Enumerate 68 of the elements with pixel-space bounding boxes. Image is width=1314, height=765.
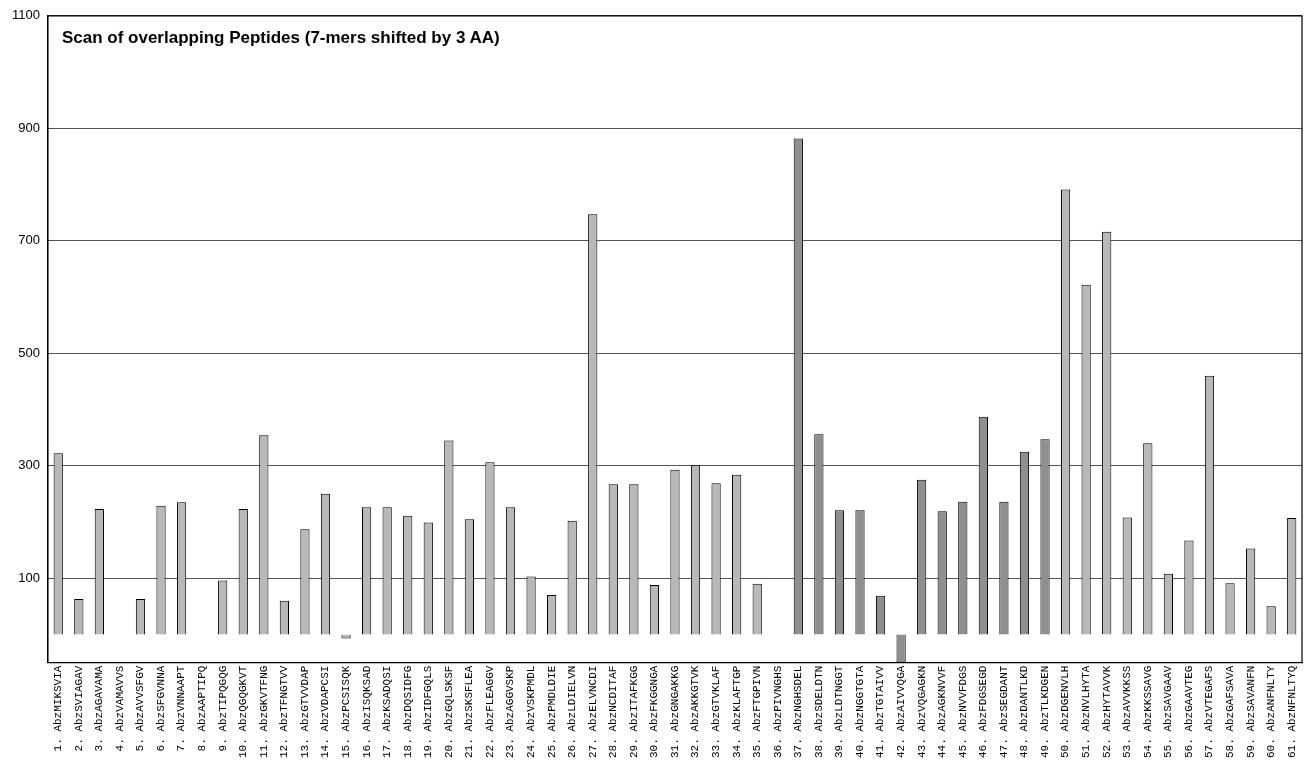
x-tick-label: 11. AbzGKVTFNG xyxy=(257,665,270,759)
x-tick-label: 13. AbzGTVVDAP xyxy=(298,665,311,759)
x-tick-label: 12. AbzTFNGTVV xyxy=(278,665,291,759)
x-tick-label: 49. AbzTLKDGEN xyxy=(1038,665,1051,759)
x-tick-label: 1. AbzMIKSVIA xyxy=(52,665,65,752)
x-tick-label: 32. AbzAKKGTVK xyxy=(689,665,702,759)
x-tick-label: 52. AbzHYTAVVK xyxy=(1100,665,1113,759)
x-tick-label: 16. AbzISQKSAD xyxy=(360,665,373,759)
y-tick-label: 300 xyxy=(18,457,40,473)
x-tick-label: 23. AbzAGGVSKP xyxy=(504,665,517,759)
x-tick-label: 33. AbzGTVKLAF xyxy=(710,665,722,759)
x-tick-label: 40. AbzNGGTGTA xyxy=(853,665,866,759)
x-tick-label: 55. AbzSAVGAAV xyxy=(1162,665,1175,759)
y-tick-label: 700 xyxy=(18,232,40,248)
x-tick-label: 37. AbzNGHSDEL xyxy=(792,665,805,759)
x-tick-label: 26. AbzLDIELVN xyxy=(566,665,579,759)
x-tick-label: 14. AbzVDAPCSI xyxy=(319,665,332,759)
x-tick-label: 28. AbzNCDITAF xyxy=(607,665,620,759)
x-tick-label: 22. AbzFLEAGGV xyxy=(483,665,496,759)
x-tick-label: 58. AbzGAFSAVA xyxy=(1223,665,1236,759)
x-tick-label: 29. AbzITAFKGG xyxy=(627,665,640,759)
text: Scan of overlapping Peptides (7-mers shifted by 3 AA) xyxy=(61,27,500,47)
x-tick-label: 3. AbzAGAVAMA xyxy=(93,665,106,752)
x-tick-label: 21. AbzSKSFLEA xyxy=(463,665,476,759)
x-tick-label: 10. AbzQGQGKVT xyxy=(237,665,250,759)
x-tick-label: 15. AbzPCSISQK xyxy=(339,665,352,759)
x-tick-label: 5. AbzAVVSFGV xyxy=(134,665,147,752)
x-tick-label: 24. AbzVSKPMDL xyxy=(524,665,537,759)
y-tick-label: 900 xyxy=(18,119,40,135)
y-tick-label: 1100 xyxy=(11,7,40,23)
x-tick-label: 46. AbzFDGSEGD xyxy=(977,665,990,759)
x-tick-label: 51. AbzNVLHYTA xyxy=(1080,665,1093,759)
x-tick-label: 61. AbzNFNLTYQ xyxy=(1285,665,1298,759)
x-tick-label: 45. AbzNVVFDGS xyxy=(956,665,969,759)
x-tick-label: 60. AbzANFNLTY xyxy=(1265,665,1278,759)
x-tick-label: 31. AbzGNGAKKG xyxy=(668,665,681,759)
x-tick-label: 8. AbzAAPTIPQ xyxy=(196,665,209,752)
x-tick-label: 53. AbzAVVKKSS xyxy=(1121,665,1134,759)
x-tick-label: 56. AbzGAAVTEG xyxy=(1182,665,1195,759)
x-tick-label: 6. AbzSFGVNNA xyxy=(154,665,167,752)
x-tick-label: 59. AbzSAVANFN xyxy=(1244,665,1257,759)
x-tick-label: 25. AbzPMDLDIE xyxy=(545,665,558,759)
x-tick-label: 38. AbzSDELDTN xyxy=(812,665,825,759)
x-tick-label: 9. AbzTIPQGQG xyxy=(216,665,229,752)
x-tick-label: 18. AbzDQSIDFG xyxy=(401,665,414,759)
x-tick-label: 36. AbzPIVNGHS xyxy=(771,665,784,759)
x-tick-label: 43. AbzVQGAGKN xyxy=(915,665,928,759)
y-tick-label: 500 xyxy=(18,344,40,360)
x-tick-label: 41. AbzTGTAIVV xyxy=(874,665,887,759)
x-tick-label: 4. AbzVAMAVVS xyxy=(113,665,126,752)
x-tick-label: 30. AbzFKGGNGA xyxy=(648,665,661,759)
x-tick-label: 54. AbzKKSSAVG xyxy=(1141,665,1154,759)
x-tick-label: 27. AbzELVNCDI xyxy=(586,665,599,759)
x-tick-label: 47. AbzSEGDANT xyxy=(997,665,1010,759)
x-tick-label: 20. AbzGQLSKSF xyxy=(442,665,455,759)
x-tick-label: 48. AbzDANTLKD xyxy=(1018,665,1031,759)
x-tick-label: 7. AbzVNNAAPT xyxy=(175,665,188,752)
x-tick-label: 42. AbzAIVVQGA xyxy=(895,665,908,759)
x-tick-label: 39. AbzLDTNGGT xyxy=(833,665,846,759)
x-tick-label: 19. AbzIDFGQLS xyxy=(422,665,435,759)
x-tick-label: 17. AbzKSADQSI xyxy=(381,665,394,759)
x-tick-label: 50. AbzDGENVLH xyxy=(1059,665,1072,759)
x-tick-label: 44. AbzAGKNVVF xyxy=(936,665,949,759)
x-tick-label: 2. AbzSVIAGAV xyxy=(72,665,85,752)
x-tick-label: 57. AbzVTEGAFS xyxy=(1203,665,1216,759)
x-tick-label: 35. AbzFTGPIVN xyxy=(751,665,764,759)
y-tick-label: 100 xyxy=(18,569,40,585)
x-tick-label: 34. AbzKLAFTGP xyxy=(730,665,743,759)
